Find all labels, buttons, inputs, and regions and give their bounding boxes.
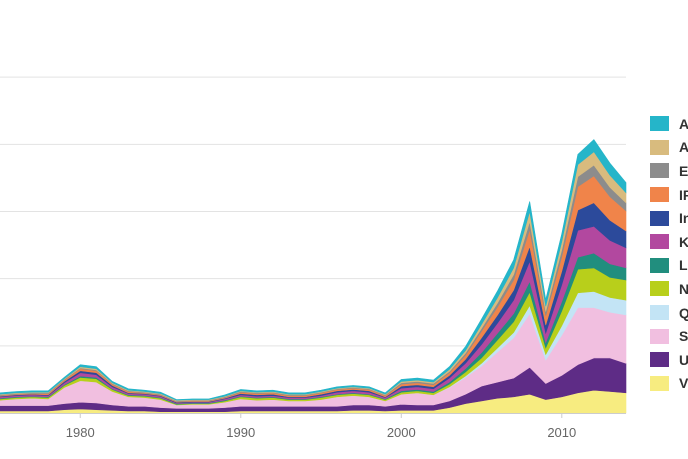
legend-swatch <box>650 375 669 391</box>
legend-label: Ec <box>679 162 688 179</box>
legend-item-if[interactable]: IF <box>650 183 688 207</box>
x-tick-label: 1990 <box>226 425 255 440</box>
legend-label: K <box>679 233 688 250</box>
legend-swatch <box>650 139 669 155</box>
legend-swatch <box>650 305 669 321</box>
area-series-al <box>0 139 627 401</box>
legend-swatch <box>650 352 669 368</box>
legend-item-in[interactable]: In <box>650 206 688 230</box>
legend-label: IF <box>679 186 688 203</box>
legend-item-l[interactable]: L <box>650 254 688 278</box>
legend-label: L <box>679 257 688 274</box>
legend-item-ec[interactable]: Ec <box>650 159 688 183</box>
x-tick-label: 1980 <box>66 425 95 440</box>
legend-label: Sa <box>679 328 688 345</box>
x-tick-label: 2010 <box>547 425 576 440</box>
legend-swatch <box>650 281 669 297</box>
legend-label: V <box>679 375 688 392</box>
legend-swatch <box>650 257 669 273</box>
legend-label: Al <box>679 115 688 132</box>
legend-label: In <box>679 210 688 227</box>
legend-label: Q <box>679 304 688 321</box>
legend-swatch <box>650 116 669 132</box>
legend-item-q[interactable]: Q <box>650 301 688 325</box>
x-tick-label: 2000 <box>387 425 416 440</box>
legend-item-af[interactable]: Af <box>650 136 688 160</box>
legend-swatch <box>650 163 669 179</box>
legend-item-al[interactable]: Al <box>650 112 688 136</box>
legend-item-u[interactable]: U <box>650 348 688 372</box>
area-series-group <box>0 139 627 414</box>
legend-swatch <box>650 234 669 250</box>
legend-label: U <box>679 351 688 368</box>
legend-item-k[interactable]: K <box>650 230 688 254</box>
legend-label: N <box>679 280 688 297</box>
legend-label: Af <box>679 139 688 156</box>
legend-item-n[interactable]: N <box>650 277 688 301</box>
legend-item-v[interactable]: V <box>650 372 688 396</box>
legend-swatch <box>650 187 669 203</box>
x-axis: 1980 1990 2000 2010 <box>0 413 626 440</box>
legend-item-sa[interactable]: Sa <box>650 324 688 348</box>
legend-swatch <box>650 210 669 226</box>
legend-swatch <box>650 328 669 344</box>
